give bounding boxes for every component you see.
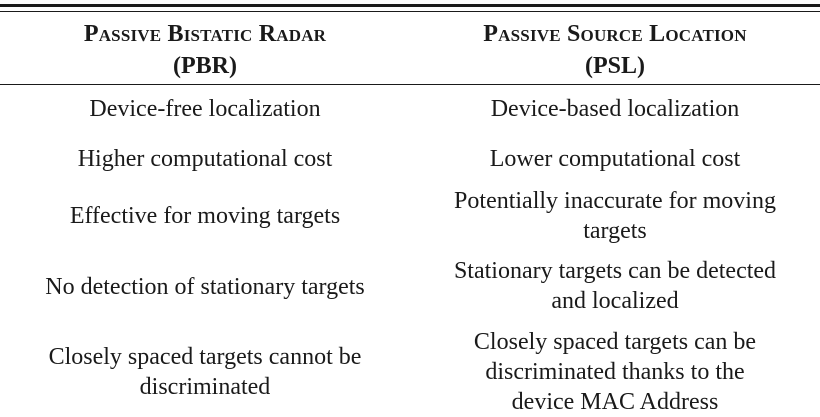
row1-psl-cell: Device-based localization xyxy=(410,94,820,124)
row4-psl-cell: Stationary targets can be detected and l… xyxy=(410,256,820,316)
header-rule xyxy=(0,84,820,85)
header-psl: Passive Source Location (PSL) xyxy=(410,18,820,82)
row2-psl-cell: Lower computational cost xyxy=(410,144,820,174)
header-pbr-abbr: (PBR) xyxy=(173,53,237,79)
row2-psl-line1: Lower computational cost xyxy=(489,146,741,172)
row5-pbr-cell: Closely spaced targets cannot be discrim… xyxy=(0,342,410,402)
header-psl-title: Passive Source Location xyxy=(483,21,747,47)
row5-psl-line3: device MAC Address xyxy=(511,389,719,415)
row5-psl-cell: Closely spaced targets can be discrimina… xyxy=(410,327,820,417)
row5-psl-line2: discriminated thanks to the xyxy=(485,359,745,385)
row3-psl-cell: Potentially inaccurate for moving target… xyxy=(410,186,820,246)
row4-psl-line1: Stationary targets can be detected xyxy=(453,258,777,284)
header-psl-abbr: (PSL) xyxy=(585,53,645,79)
row2-pbr-cell: Higher computational cost xyxy=(0,144,410,174)
row1-pbr-cell: Device-free localization xyxy=(0,94,410,124)
row2-pbr-line1: Higher computational cost xyxy=(77,146,333,172)
row5-psl-line1: Closely spaced targets can be xyxy=(473,329,757,355)
row3-pbr-line1: Effective for moving targets xyxy=(69,203,341,229)
row4-psl-line2: and localized xyxy=(551,288,679,314)
row5-pbr-line2: discriminated xyxy=(139,374,271,400)
row3-pbr-cell: Effective for moving targets xyxy=(0,201,410,231)
top-rule-thin xyxy=(0,11,820,12)
row5-pbr-line1: Closely spaced targets cannot be xyxy=(48,344,362,370)
row3-psl-line2: targets xyxy=(583,218,647,244)
header-pbr-title: Passive Bistatic Radar xyxy=(83,21,327,47)
header-pbr: Passive Bistatic Radar (PBR) xyxy=(0,18,410,82)
row3-psl-line1: Potentially inaccurate for moving xyxy=(454,188,776,214)
row4-pbr-line1: No detection of stationary targets xyxy=(45,274,365,300)
row1-psl-line1: Device-based localization xyxy=(490,96,740,122)
row4-pbr-cell: No detection of stationary targets xyxy=(0,272,410,302)
row1-pbr-line1: Device-free localization xyxy=(89,96,321,122)
top-rule-thick xyxy=(0,4,820,7)
